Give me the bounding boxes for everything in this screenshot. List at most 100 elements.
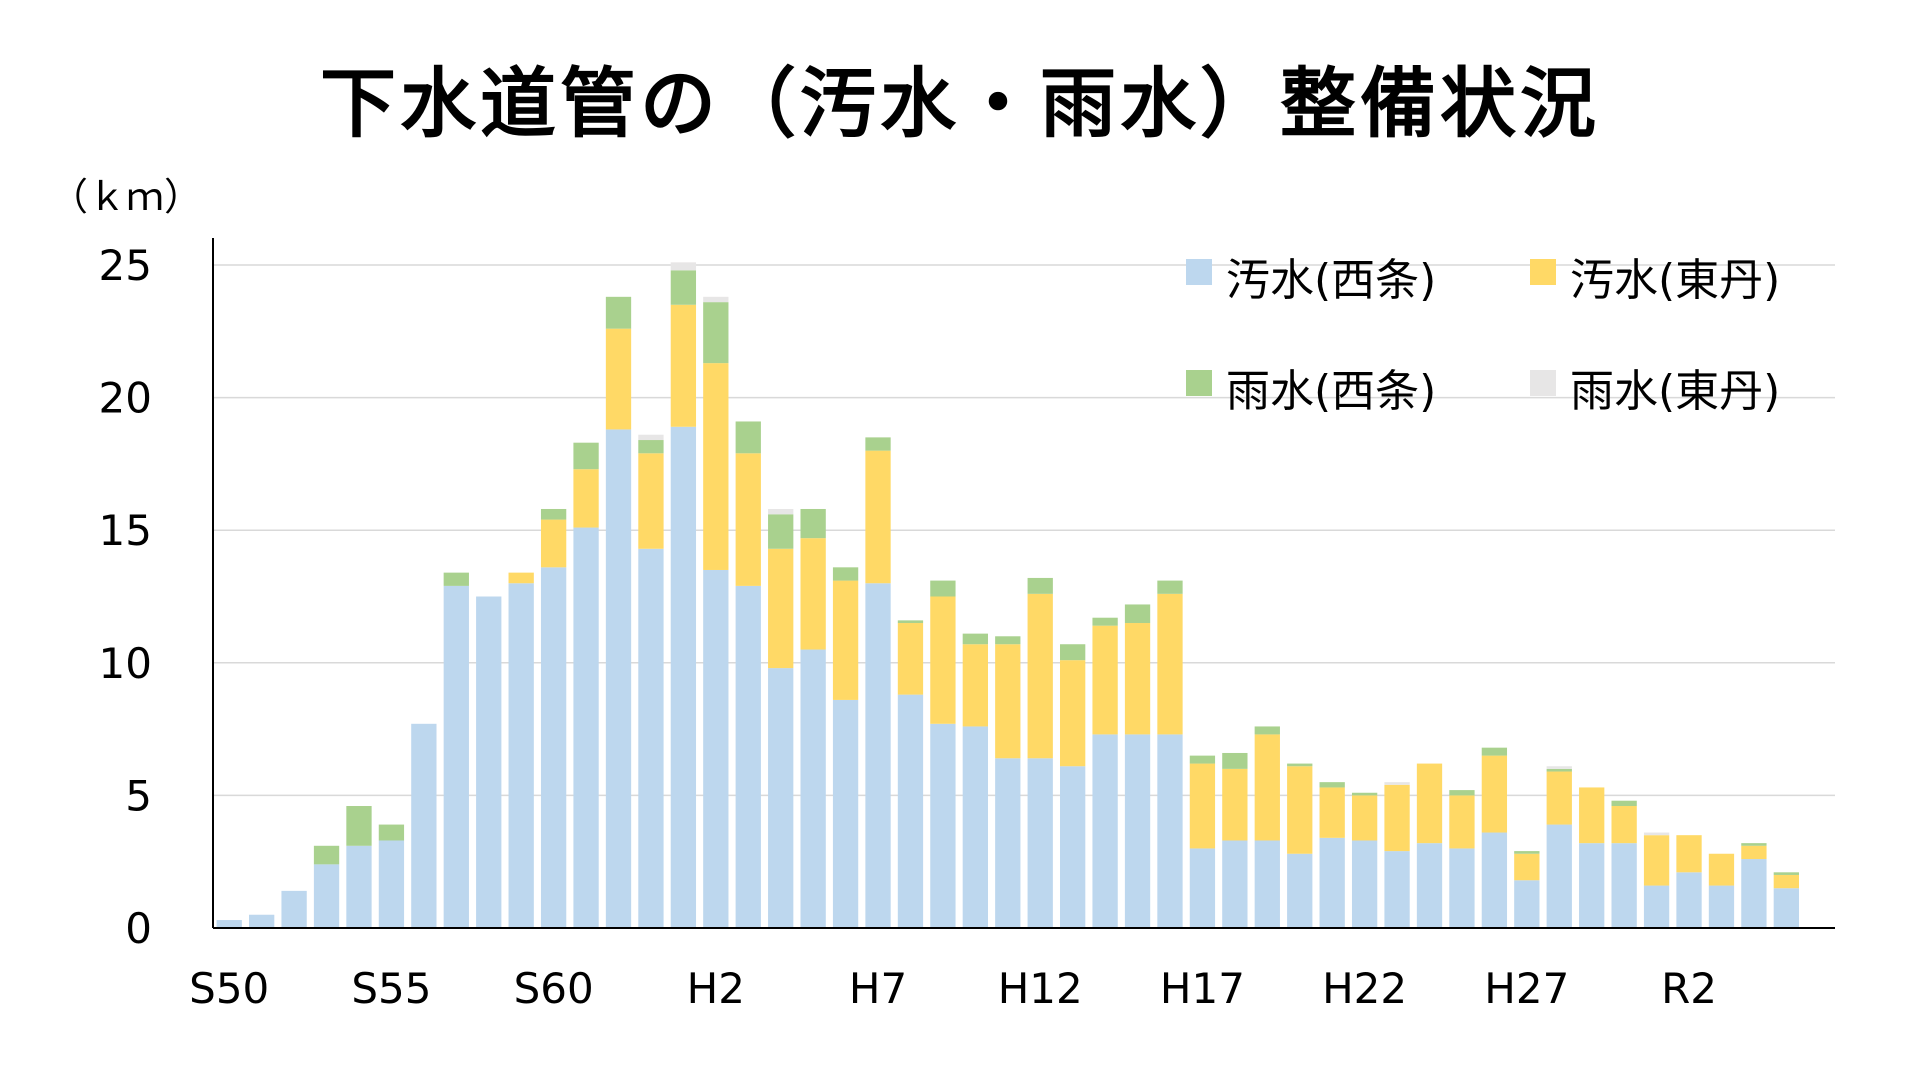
bar-segment	[638, 440, 664, 454]
bar-segment	[1287, 766, 1313, 854]
bar-segment	[962, 726, 988, 928]
bar-segment	[540, 519, 567, 568]
bar-segment	[1676, 835, 1702, 873]
bar-segment	[1351, 840, 1378, 928]
bar-segment	[508, 583, 534, 928]
bar-segment	[1222, 752, 1248, 769]
bar-segment	[670, 262, 697, 271]
x-tick-label: H7	[849, 964, 907, 1013]
bar-segment	[670, 426, 697, 928]
bar-segment	[832, 580, 859, 700]
bar-segment	[1254, 726, 1280, 735]
bar-segment	[1157, 580, 1183, 594]
bar-segment	[1643, 835, 1670, 886]
bar-segment	[1254, 840, 1280, 928]
bar-segment	[1481, 747, 1508, 756]
bar-segment	[216, 920, 242, 928]
x-tick-label: H27	[1484, 964, 1569, 1013]
bar-segment	[1773, 872, 1799, 875]
y-axis-unit-label: （ｋｍ）	[50, 175, 202, 219]
y-tick-labels: 0 5 10 15 20 25	[99, 241, 152, 953]
bar-segment	[540, 508, 567, 520]
bar-segment	[1546, 768, 1572, 772]
x-tick-label: H12	[998, 964, 1083, 1013]
y-tick-label: 25	[99, 241, 152, 290]
legend-label: 雨水(東丹)	[1570, 366, 1780, 417]
bar-segment	[800, 538, 826, 650]
bar-segment	[865, 583, 891, 928]
bar-segment	[995, 644, 1021, 759]
bar-segment	[800, 649, 826, 928]
bar-segment	[346, 806, 372, 846]
bar-segment	[1611, 806, 1637, 844]
bar-segment	[1741, 859, 1767, 928]
y-tick-label: 15	[99, 506, 152, 555]
legend-label: 雨水(西条)	[1226, 366, 1436, 417]
bar-segment	[1351, 795, 1378, 841]
bar-segment	[1384, 782, 1410, 785]
bar-segment	[670, 270, 697, 305]
legend-label: 汚水(東丹)	[1570, 255, 1780, 306]
axes	[212, 238, 1835, 929]
bar-segment	[638, 548, 664, 928]
bar-segment	[1708, 853, 1735, 886]
bar-segment	[1449, 795, 1475, 849]
bar-segment	[1449, 848, 1475, 928]
bar-segment	[605, 429, 632, 928]
bar-segment	[1287, 763, 1313, 767]
bar-segment	[1092, 617, 1118, 626]
bar-segment	[638, 434, 664, 441]
bar-segment	[1254, 734, 1280, 841]
bar-segment	[1060, 660, 1086, 767]
bar-segment	[670, 304, 697, 427]
bar-segment	[768, 508, 794, 515]
bar-segment	[1060, 644, 1086, 661]
legend-swatch	[1530, 259, 1556, 285]
bar-segment	[703, 363, 729, 570]
bar-segment	[1481, 832, 1508, 928]
bar-segment	[897, 620, 924, 624]
bar-segment	[1092, 625, 1118, 735]
bar-segment	[768, 668, 794, 928]
bar-segment	[1611, 843, 1637, 928]
x-tick-label: R2	[1661, 964, 1717, 1013]
bar-segment	[1189, 848, 1216, 928]
bar-segment	[605, 296, 632, 329]
x-tick-label: S55	[351, 964, 431, 1013]
bar-segment	[1027, 593, 1053, 759]
bar-segment	[573, 527, 599, 928]
bar-segment	[1092, 734, 1118, 928]
bar-segment	[703, 302, 729, 364]
bar-segment	[313, 864, 340, 928]
bar-segment	[832, 699, 859, 928]
bar-segment	[1546, 824, 1572, 928]
y-tick-label: 10	[99, 639, 152, 688]
bar-segment	[1773, 888, 1799, 928]
bar-segment	[865, 450, 891, 584]
x-tick-label: H2	[687, 964, 745, 1013]
y-tick-label: 5	[125, 771, 152, 820]
bar-segment	[1741, 845, 1767, 860]
bar-segment	[1124, 604, 1151, 624]
bar-segment	[897, 694, 924, 928]
bar-segment	[930, 580, 956, 597]
bar-segment	[768, 514, 794, 549]
bar-segment	[1579, 843, 1605, 928]
bar-segment	[1060, 766, 1086, 928]
bar-segment	[1027, 577, 1053, 594]
bar-segment	[1157, 734, 1183, 928]
bar-segment	[1643, 885, 1670, 928]
bar-segment	[930, 723, 956, 928]
x-tick-label: H22	[1322, 964, 1407, 1013]
bar-segment	[832, 567, 859, 581]
bar-segment	[1514, 880, 1540, 928]
legend-swatch	[1186, 370, 1212, 396]
bar-segment	[1773, 874, 1799, 889]
bar-segment	[573, 442, 599, 470]
bar-segment	[962, 644, 988, 727]
bar-segment	[1514, 851, 1540, 854]
bar-segment	[1222, 768, 1248, 841]
bar-segment	[1384, 784, 1410, 852]
bar-segment	[800, 508, 826, 539]
legend-swatch	[1530, 370, 1556, 396]
